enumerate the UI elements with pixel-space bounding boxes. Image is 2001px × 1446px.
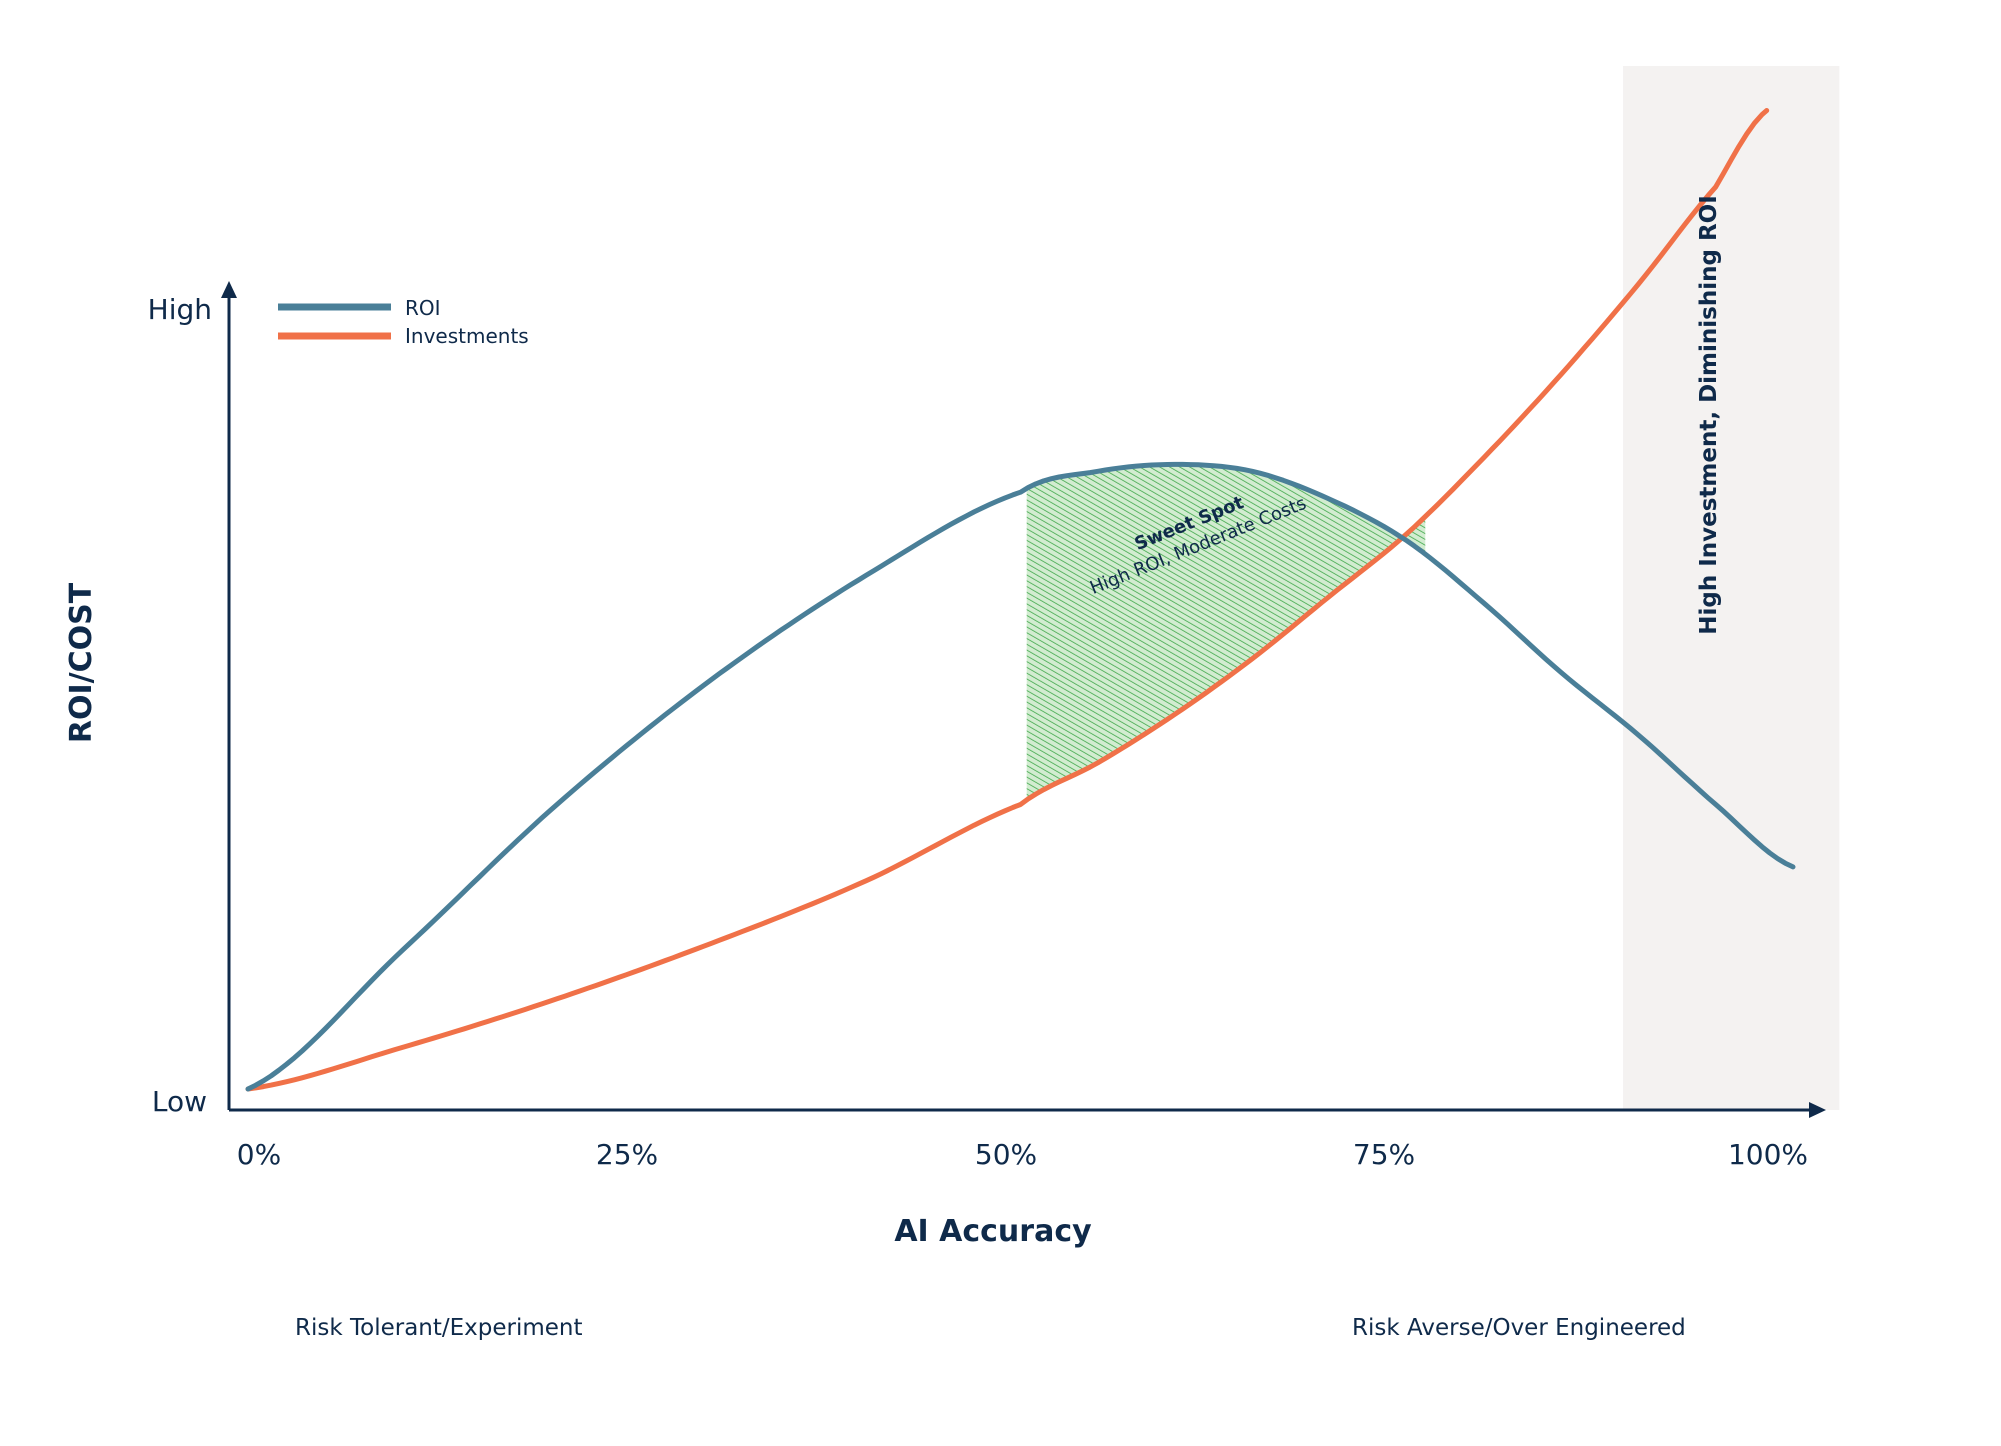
- x-tick-label: 0%: [237, 1138, 281, 1171]
- y-axis-arrow-icon: [221, 281, 237, 298]
- legend: ROI Investments: [278, 296, 529, 348]
- x-tick-label: 50%: [975, 1138, 1037, 1171]
- sweet-spot-layer: [1026, 464, 1426, 800]
- y-axis-title: ROI/COST: [64, 582, 99, 743]
- x-axis-title: AI Accuracy: [894, 1214, 1092, 1249]
- high-investment-shaded-region: [1623, 66, 1840, 1110]
- legend-label-investments: Investments: [405, 324, 529, 348]
- series-layer: [245, 108, 1796, 1092]
- x-axis-arrow-icon: [1809, 1102, 1826, 1118]
- shaded-region-layer: [1623, 66, 1840, 1110]
- legend-label-roi: ROI: [405, 296, 441, 320]
- series-line-roi: [245, 461, 1796, 1092]
- y-tick-label-high: High: [148, 293, 212, 326]
- x-tick-label: 100%: [1728, 1138, 1808, 1171]
- sweet-spot-region: [1026, 464, 1426, 800]
- high-investment-zone-label: High Investment, Diminishing ROI: [1696, 195, 1722, 635]
- risk-averse-note: Risk Averse/Over Engineered: [1352, 1315, 1686, 1341]
- x-tick-label: 75%: [1353, 1138, 1415, 1171]
- y-tick-label-low: Low: [152, 1085, 207, 1118]
- series-line-investments: [245, 108, 1770, 1092]
- risk-tolerant-note: Risk Tolerant/Experiment: [295, 1315, 583, 1341]
- x-tick-label: 25%: [596, 1138, 658, 1171]
